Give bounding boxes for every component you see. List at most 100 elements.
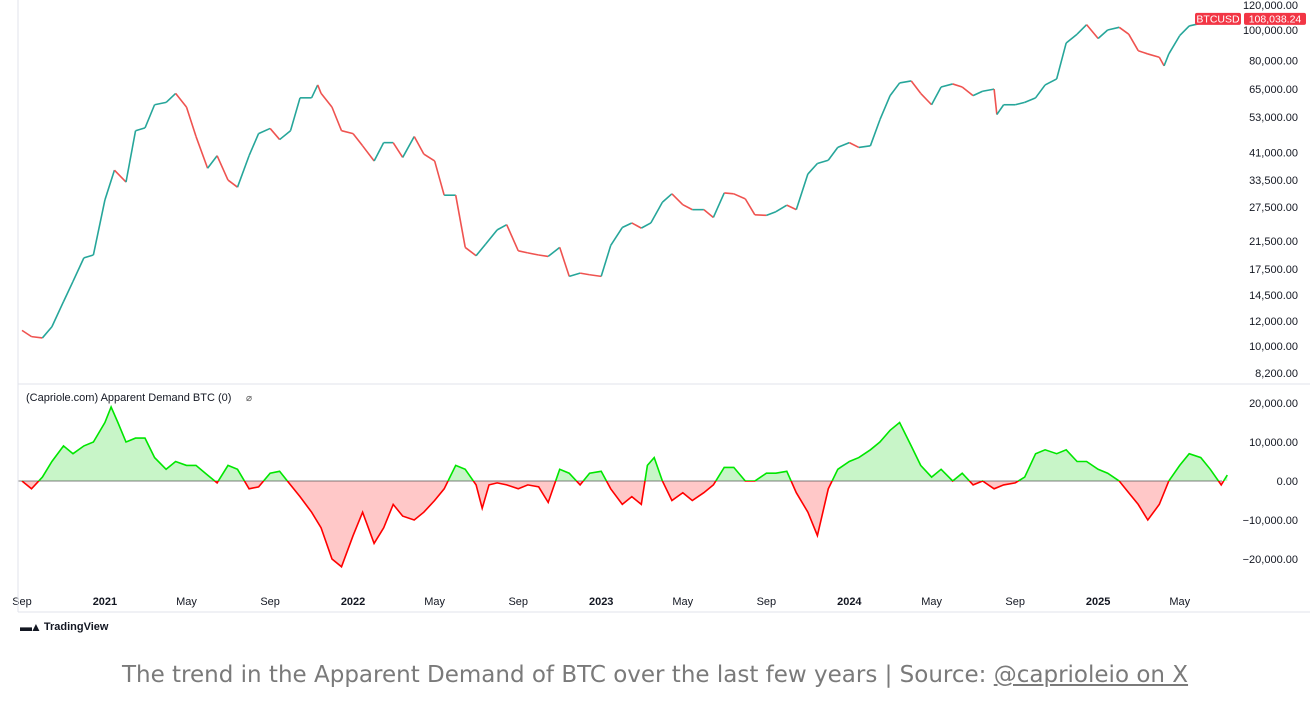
indicator-pane: 20,000.00 10,000.00 0.00 −10,000.00 −20,000.… [18,398,1298,569]
price-segment [682,203,693,211]
price-segment [392,142,404,158]
symbol-badge [1195,12,1241,25]
price-segment [83,254,94,259]
last-price-label: 108,038.24 [1249,14,1302,26]
price-segment [269,127,281,141]
price-segment [1163,53,1170,67]
price-segment [154,101,167,106]
price-axis-tick: 120,000.00 [1243,0,1298,12]
price-segment [910,80,922,94]
price-segment [993,89,998,115]
price-segment [744,198,756,216]
time-axis-tick: May [921,596,942,608]
price-axis-tick: 80,000.00 [1249,56,1298,68]
price-segment [1147,53,1160,59]
indicator-axis-tick: 10,000.00 [1249,437,1298,449]
price-segment [879,95,891,121]
time-axis: Sep 2021 May Sep 2022 May Sep 2023 May Sep 2024 May… [12,596,1190,608]
price-segment [423,153,436,162]
time-axis-tick: Sep [260,596,280,608]
price-segment [373,142,385,162]
price-segment [475,243,487,257]
price-segment [505,224,519,252]
time-axis-tick: Sep [12,596,32,608]
price-segment [569,272,581,278]
price-pane: 120,000.00 100,000.00 80,000.00 65,000.00 53… [21,0,1306,380]
price-segment [671,193,684,206]
price-segment [1168,35,1181,55]
chart-canvas[interactable]: 120,000.00 100,000.00 80,000.00 65,000.00 53… [0,0,1310,650]
symbol-label: BTCUSD [1196,14,1240,26]
price-segment [889,82,901,97]
price-segment [258,127,271,135]
indicator-axis-tick: −10,000.00 [1243,515,1298,527]
time-axis-tick: Sep [508,596,528,608]
price-segment [165,92,177,103]
price-axis-tick: 33,500.00 [1249,175,1298,187]
price-segment [610,227,623,246]
price-segment [1024,97,1036,104]
price-axis-tick: 8,200.00 [1255,368,1298,380]
tradingview-logo[interactable]: ▬▲ TradingView [20,620,108,634]
price-segment [1137,49,1149,55]
price-segment [248,133,260,157]
price-segment [72,257,85,282]
price-segment [589,273,602,278]
price-segment [899,80,912,84]
time-axis-tick: 2025 [1086,596,1110,608]
price-segment [62,281,74,303]
price-segment [310,84,319,99]
tradingview-logo-text: TradingView [43,621,109,633]
price-segment [1107,26,1120,31]
hide-indicator-icon[interactable]: ⌀ [246,393,252,404]
last-price-badge [1244,12,1306,25]
price-segment [733,193,746,200]
price-segment [827,146,839,161]
price-segment [952,83,963,88]
price-segment [185,106,197,137]
price-axis-tick: 27,500.00 [1249,202,1298,214]
price-segment [775,204,788,213]
time-axis-tick: Sep [1005,596,1025,608]
price-segment [41,326,53,339]
price-segment [837,141,850,149]
price-segment [216,155,229,181]
indicator-axis-tick: −20,000.00 [1243,554,1298,566]
price-segment [848,141,860,149]
price-axis-tick: 41,000.00 [1249,147,1298,159]
indicator-axis-tick: 0.00 [1277,476,1298,488]
price-axis-tick: 10,000.00 [1249,341,1298,353]
price-axis-tick: 12,000.00 [1249,316,1298,328]
price-segment [807,162,818,175]
price-segment [817,159,829,165]
price-segment [712,192,725,218]
price-segment [341,129,354,135]
price-axis-tick: 65,000.00 [1249,84,1298,96]
price-segment [125,130,137,183]
price-segment [320,92,333,108]
price-segment [795,173,809,210]
price-axis-tick: 21,500.00 [1249,236,1298,248]
tradingview-logo-icon: ▬▲ [20,620,42,634]
price-segment [858,145,871,149]
price-segment [496,223,508,231]
price-segment [703,209,714,219]
price-segment [175,92,188,108]
price-segment [631,222,642,229]
price-segment [579,272,590,276]
price-axis-tick: 53,000.00 [1249,112,1298,124]
indicator-title: (Capriole.com) Apparent Demand BTC (0) [26,392,231,404]
source-link[interactable]: @caprioleio on X [993,662,1189,688]
price-segment [361,145,375,162]
price-segment [650,201,664,224]
time-axis-tick: 2023 [589,596,613,608]
price-axis-tick: 14,500.00 [1249,290,1298,302]
price-segment [31,335,43,339]
price-segment [920,92,933,106]
price-segment [433,160,445,196]
price-segment [930,86,942,106]
time-axis-tick: Sep [757,596,777,608]
price-segment [621,222,633,229]
price-segment [1085,24,1099,40]
